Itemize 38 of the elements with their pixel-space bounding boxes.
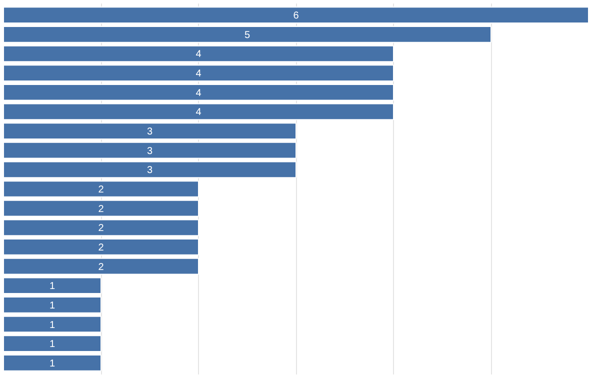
data-label: 2 (98, 223, 104, 234)
bar (4, 335, 102, 352)
bar (4, 26, 492, 43)
data-label: 1 (49, 300, 56, 312)
data-label: 3 (146, 126, 153, 138)
data-label: 4 (196, 88, 202, 99)
data-label: 4 (196, 107, 202, 118)
bar (4, 219, 199, 236)
bar (4, 84, 394, 101)
data-label: 2 (98, 204, 104, 215)
bar (4, 180, 199, 198)
data-label: 2 (98, 262, 104, 273)
bar (4, 258, 199, 275)
data-label: 1 (49, 339, 56, 350)
data-label: 5 (244, 30, 250, 41)
data-label: 4 (196, 68, 202, 80)
data-label: 2 (98, 184, 104, 196)
data-label: 3 (146, 146, 153, 157)
bar (4, 6, 588, 24)
bar (4, 122, 296, 140)
bar (4, 161, 296, 178)
bar (4, 316, 102, 333)
data-label: 4 (196, 49, 202, 60)
bar (4, 142, 296, 159)
data-label: 2 (98, 242, 104, 254)
data-label: 1 (49, 281, 56, 292)
data-label: 1 (49, 358, 56, 370)
bar (4, 45, 394, 62)
bar (4, 103, 394, 120)
bar (4, 200, 199, 217)
bar (4, 296, 102, 314)
bar (4, 64, 394, 82)
data-label: 6 (293, 10, 300, 22)
bar (4, 238, 199, 256)
bar (4, 277, 102, 294)
bar (4, 354, 102, 372)
data-label: 1 (49, 320, 56, 331)
data-label: 3 (146, 165, 153, 176)
